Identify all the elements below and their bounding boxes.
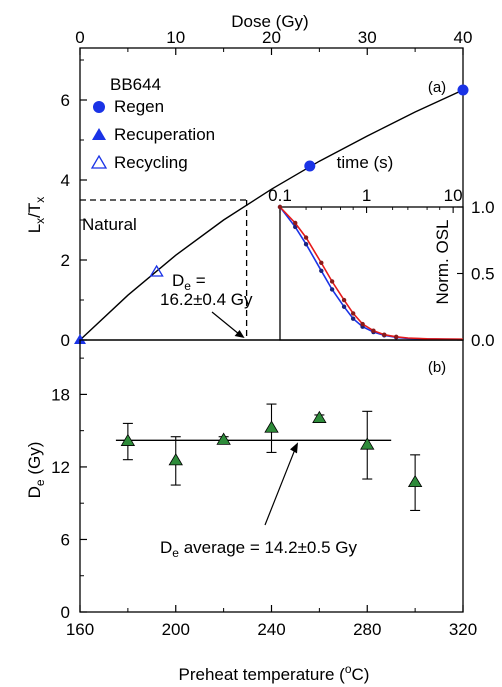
de-point xyxy=(312,410,327,423)
de-point xyxy=(407,474,423,488)
left-axis-tick-label: 6 xyxy=(61,91,70,110)
left-axis-tick-label: 4 xyxy=(61,171,70,190)
inset-right-tick-label: 0.0 xyxy=(471,331,495,350)
average-label-sub: e xyxy=(172,546,179,560)
top-axis-tick-label: 0 xyxy=(75,28,84,47)
legend-marker-recycling xyxy=(90,154,108,169)
de-point xyxy=(168,453,183,466)
b-y-tick-label: 0 xyxy=(61,603,70,622)
de-annotation-rest: = xyxy=(191,271,206,290)
top-axis-tick-label: 40 xyxy=(454,28,473,47)
inset-top-tick-label: 0.1 xyxy=(268,186,292,205)
average-arrow-head xyxy=(290,442,298,454)
b-y-tick-label: 12 xyxy=(51,458,70,477)
b-x-tick-label: 320 xyxy=(449,620,477,639)
left-axis-title-sub2: x xyxy=(33,197,47,203)
inset-top-tick-label: 10 xyxy=(444,186,463,205)
legend-marker-regen xyxy=(93,101,105,113)
b-y-axis-title: De (Gy) xyxy=(25,442,47,499)
de-point xyxy=(360,437,375,450)
b-x-tick-label: 280 xyxy=(353,620,381,639)
inset-red-point xyxy=(277,204,283,210)
b-x-tick-label: 200 xyxy=(162,620,190,639)
b-y-axis-title-rest: (Gy) xyxy=(25,442,44,480)
sample-label: BB644 xyxy=(110,75,161,94)
de-annotation-sub: e xyxy=(184,279,191,293)
b-x-tick-label: 240 xyxy=(257,620,285,639)
inset-blue-point xyxy=(350,316,356,321)
panel-a: 0 10 20 30 40 0 2 4 6 Regen Recuperation Recycling xyxy=(61,28,473,350)
de-annotation-line2: 16.2±0.4 Gy xyxy=(160,290,253,309)
growth-curve xyxy=(79,89,464,341)
inset-blue-point xyxy=(319,268,324,274)
de-annotation-main: D xyxy=(172,271,184,290)
de-point xyxy=(120,433,136,446)
legend-label: Recycling xyxy=(114,153,188,172)
recuperation-point xyxy=(74,334,86,344)
legend-marker-recuperation xyxy=(92,128,106,140)
inset-red-point xyxy=(293,220,298,226)
b-y-axis-title-main: D xyxy=(25,486,44,498)
top-axis-tick-label: 10 xyxy=(166,28,185,47)
left-axis-title-sub1: x xyxy=(33,218,47,224)
inset-top-tick-label: 1 xyxy=(362,186,371,205)
de-arrow-head xyxy=(234,330,245,338)
average-label: De average = 14.2±0.5 Gy xyxy=(160,538,357,560)
inset-frame xyxy=(279,206,464,341)
inset-red-point xyxy=(303,235,309,240)
legend-label: Recuperation xyxy=(114,125,215,144)
natural-label: Natural xyxy=(82,215,137,234)
panel-b-label: (b) xyxy=(428,359,446,376)
de-annotation-line1: De = xyxy=(172,271,206,293)
average-label-rest: average = 14.2±0.5 Gy xyxy=(179,538,358,557)
inset-right-tick-label: 1.0 xyxy=(471,198,495,217)
left-axis-tick-label: 2 xyxy=(61,251,70,270)
inset-red-point xyxy=(329,279,335,284)
legend-label: Regen xyxy=(114,97,164,116)
inset-red-point xyxy=(319,260,324,266)
inset-blue-point xyxy=(303,242,309,247)
de-point xyxy=(216,432,231,445)
inset-red-point xyxy=(394,334,399,340)
inset-red-point xyxy=(382,332,387,337)
panel-b-frame xyxy=(79,339,464,613)
regen-point xyxy=(457,84,469,96)
average-arrow-line xyxy=(264,444,298,526)
left-axis-tick-label: 0 xyxy=(61,331,70,350)
de-point xyxy=(264,420,279,433)
top-axis-tick-label: 30 xyxy=(358,28,377,47)
inset-osl-decay: 0.1 1 10 0.0 0.5 1.0 xyxy=(268,186,494,350)
top-axis-tick-label: 20 xyxy=(262,28,281,47)
b-x-axis-title-main: Preheat temperature ( xyxy=(179,665,346,684)
b-x-axis-title: Preheat temperature (oC) xyxy=(179,662,370,684)
inset-red-point xyxy=(360,321,365,327)
inset-blue-point xyxy=(341,304,347,309)
recycling-point xyxy=(149,264,164,277)
inset-top-axis-title: time (s) xyxy=(337,153,394,172)
b-y-tick-label: 18 xyxy=(51,385,70,404)
b-y-axis-title-sub: e xyxy=(33,479,47,486)
inset-red-point xyxy=(371,328,376,333)
left-axis-title-main: L xyxy=(25,224,44,233)
panel-a-label: (a) xyxy=(428,79,446,96)
left-axis-title-slash: /T xyxy=(25,203,44,218)
b-x-axis-title-sup: o xyxy=(345,662,352,676)
regen-point xyxy=(304,160,316,172)
inset-red-point xyxy=(350,311,356,316)
inset-right-axis-title: Norm. OSL xyxy=(433,219,452,304)
panel-b: 160 200 240 280 320 0 6 12 18 xyxy=(51,339,477,639)
inset-blue-point xyxy=(329,287,335,292)
left-axis-title: Lx/Tx xyxy=(25,197,47,234)
b-x-axis-title-rest: C) xyxy=(352,665,370,684)
inset-right-tick-label: 0.5 xyxy=(471,265,495,284)
b-x-tick-label: 160 xyxy=(66,620,94,639)
top-axis-title: Dose (Gy) xyxy=(231,12,308,31)
average-label-main: D xyxy=(160,538,172,557)
b-y-tick-label: 6 xyxy=(61,530,70,549)
inset-red-point xyxy=(341,297,347,303)
